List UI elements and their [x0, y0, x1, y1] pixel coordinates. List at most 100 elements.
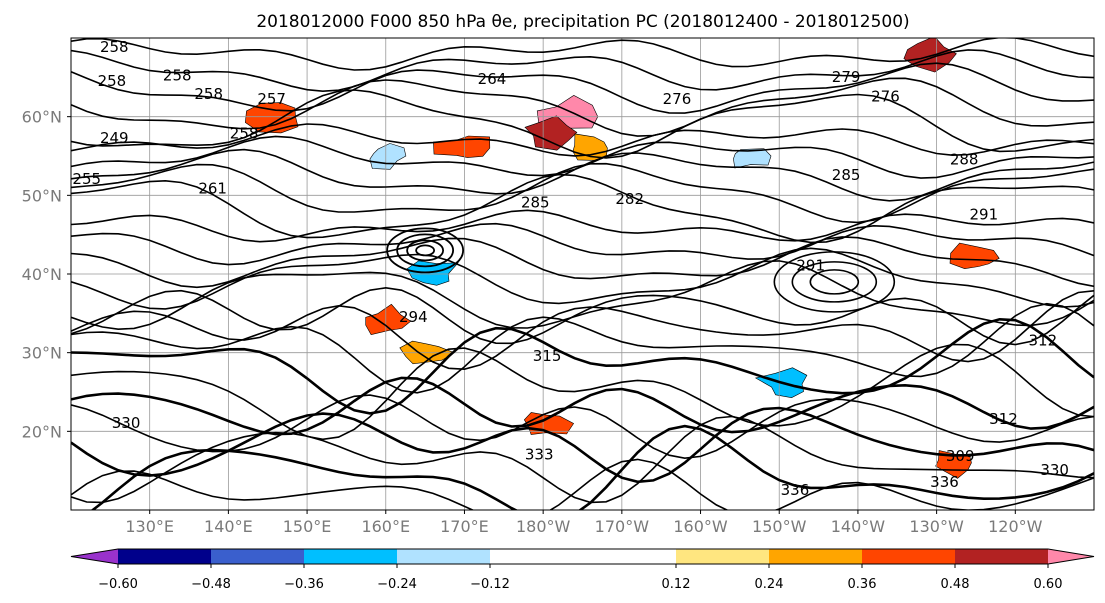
y-tick-label-2: 30°N	[22, 344, 62, 363]
colorbar-tick-label-6: 0.12	[662, 577, 691, 592]
contour-label-2: 258	[98, 72, 127, 90]
contour-line-25	[90, 424, 1094, 510]
colorbar-segment-7	[769, 549, 862, 564]
anticyclone-contour-1	[773, 251, 896, 313]
contour-label-6: 258	[230, 124, 259, 142]
contour-label-18: 291	[970, 206, 999, 224]
contour-label-4: 258	[194, 85, 223, 103]
contour-label-14: 285	[521, 194, 550, 212]
contour-label-10: 264	[478, 70, 507, 88]
anticyclone-contour-2	[791, 261, 878, 303]
colorbar-segment-4	[397, 549, 490, 564]
contour-line-5	[71, 89, 1094, 159]
contour-label-13: 276	[871, 88, 900, 106]
x-tick-label-11: 130°W	[909, 517, 964, 536]
contour-line-10	[71, 173, 1094, 244]
contour-label-26: 333	[525, 445, 554, 463]
contour-label-21: 312	[989, 410, 1018, 428]
contour-label-22: 309	[946, 447, 975, 465]
contour-line-9	[71, 162, 1094, 224]
contour-label-7: 249	[100, 129, 129, 147]
contour-label-8: 255	[72, 170, 101, 188]
contour-line-1	[71, 38, 1094, 71]
contour-label-11: 276	[663, 90, 692, 108]
contour-label-23: 336	[781, 481, 810, 499]
colorbar-segment-5	[490, 549, 676, 564]
contour-line-16	[71, 286, 1094, 346]
colorbar-extend-low	[71, 549, 118, 564]
x-axis-ticks: 130°E 140°E 150°E 160°E 170°E 180°W 170°W 160°W…	[125, 510, 1043, 536]
contour-label-15: 282	[615, 190, 644, 208]
contour-label-25: 330	[1040, 461, 1069, 479]
contour-line-13	[71, 236, 1094, 289]
contour-line-11	[71, 209, 1094, 243]
precip-patch-13	[733, 148, 772, 169]
contour-line-23	[71, 406, 1094, 484]
x-tick-label-8: 160°W	[673, 517, 728, 536]
colorbar-tick-label-7: 0.24	[755, 577, 784, 592]
x-tick-label-5: 170°E	[440, 517, 489, 536]
contour-label-1: 258	[100, 38, 129, 56]
cyclone-contour-2	[396, 233, 455, 268]
x-tick-label-4: 160°E	[361, 517, 410, 536]
contour-label-19: 291	[796, 257, 825, 275]
y-tick-label-3: 40°N	[22, 265, 62, 284]
colorbar-segment-6	[676, 549, 769, 564]
y-tick-label-4: 50°N	[22, 186, 62, 205]
precip-patch-5	[365, 303, 412, 336]
y-axis-ticks: 20°N 30°N 40°N 50°N 60°N	[22, 108, 71, 441]
contour-line-12	[71, 222, 1094, 266]
colorbar-tick-label-8: 0.36	[848, 577, 877, 592]
contour-line-4	[71, 77, 1094, 137]
colorbar-tick-label-3: −0.36	[284, 577, 324, 592]
contour-line-15	[71, 260, 1094, 331]
contour-label-17: 288	[950, 150, 979, 168]
cyclone-contour-3	[406, 239, 445, 262]
contour-line-6	[71, 123, 1094, 157]
colorbar-tick-label-5: −0.12	[470, 577, 510, 592]
contour-label-28: 315	[533, 347, 562, 365]
chart-title: 2018012000 F000 850 hPa θe, precipitatio…	[256, 12, 909, 32]
colorbar-tick-label-9: 0.48	[941, 577, 970, 592]
colorbar: −0.60 −0.48 −0.36 −0.24 −0.12 0.12 0.24 0.36 0.4…	[70, 548, 1095, 592]
contour-label-12: 279	[832, 68, 861, 86]
precip-patch-2	[524, 115, 578, 151]
colorbar-tick-label-4: −0.24	[377, 577, 417, 592]
colorbar-segment-8	[862, 549, 955, 564]
anticyclone-contour-3	[809, 269, 860, 295]
contour-label-27: 330	[112, 414, 141, 432]
colorbar-tick-label-1: −0.60	[98, 577, 138, 592]
colorbar-tick-label-2: −0.48	[191, 577, 231, 592]
contour-line-2	[71, 49, 1094, 93]
contour-label-20: 312	[1029, 331, 1058, 349]
contour-label-16: 285	[832, 166, 861, 184]
contour-label-24: 336	[930, 473, 959, 491]
colorbar-tick-label-10: 0.60	[1034, 577, 1063, 592]
x-tick-label-7: 170°W	[595, 517, 650, 536]
contour-label-3: 258	[163, 66, 192, 84]
contour-line-24	[71, 415, 1094, 504]
x-tick-label-2: 140°E	[204, 517, 253, 536]
contour-line-26	[71, 458, 1094, 510]
x-tick-label-12: 120°W	[988, 517, 1043, 536]
contour-line-22	[71, 394, 1094, 460]
x-tick-label-10: 140°W	[831, 517, 886, 536]
colorbar-segment-3	[304, 549, 397, 564]
contour-label-5: 257	[257, 90, 286, 108]
x-tick-label-3: 150°E	[283, 517, 332, 536]
x-tick-label-6: 180°W	[516, 517, 571, 536]
theta-e-contours	[71, 38, 1094, 510]
colorbar-segment-1	[118, 549, 211, 564]
colorbar-segment-2	[211, 549, 304, 564]
colorbar-extend-high	[1048, 549, 1094, 564]
contour-line-19	[71, 317, 1094, 415]
contour-label-29: 294	[399, 308, 428, 326]
cyclone-contour-1	[386, 227, 465, 274]
contour-label-9: 261	[198, 180, 227, 198]
colorbar-segment-9	[955, 549, 1048, 564]
x-tick-label-1: 130°E	[125, 517, 174, 536]
cyclone-contour-4	[415, 244, 436, 257]
contour-line-20	[71, 343, 1094, 441]
